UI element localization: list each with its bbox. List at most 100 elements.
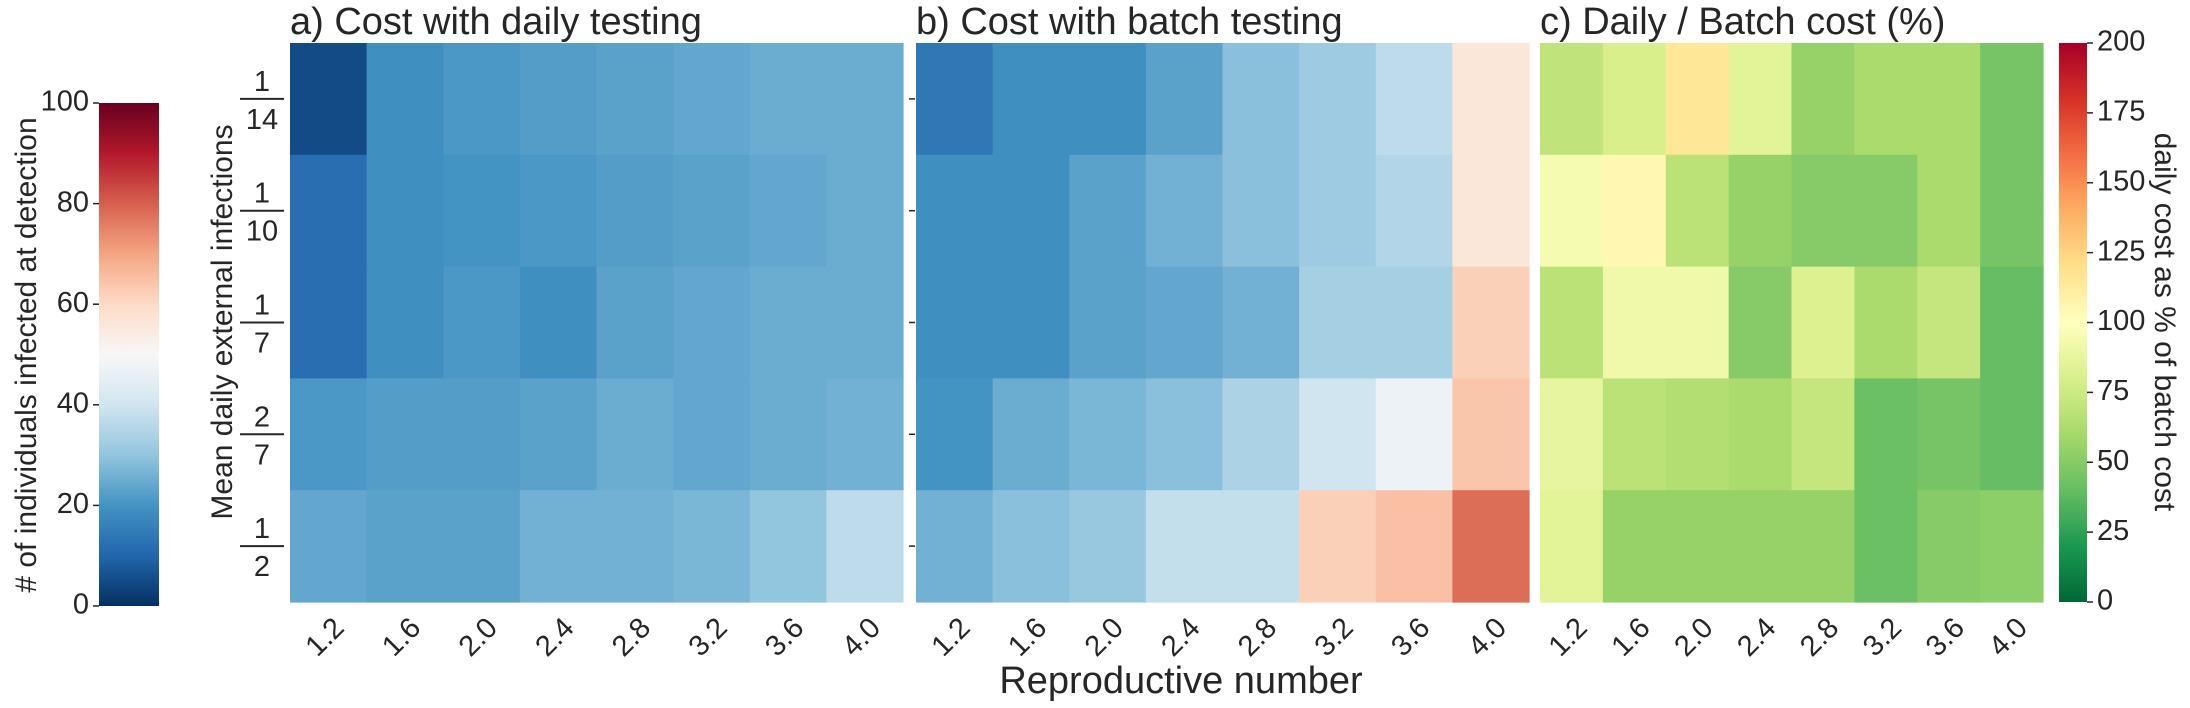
- heatmap-cell: [366, 490, 444, 603]
- heatmap-cell: [1452, 154, 1530, 268]
- heatmap-cell: [443, 154, 521, 268]
- heatmap-cell: [826, 154, 904, 268]
- heatmap-cell: [749, 266, 827, 379]
- heatmap-cell: [673, 378, 751, 491]
- x-tick-label: 2.8: [606, 612, 657, 663]
- panel-a-title: a) Cost with daily testing: [290, 1, 702, 43]
- heatmap-cell: [1665, 490, 1730, 603]
- x-tick-label: 2.4: [1731, 612, 1782, 663]
- y-tick-fraction: 12: [240, 513, 284, 583]
- heatmap-cell: [1299, 490, 1377, 603]
- heatmap-cell: [992, 490, 1070, 603]
- y-tick-denominator: 2: [254, 551, 270, 583]
- heatmap-cell: [596, 154, 674, 268]
- heatmap-cell: [290, 378, 368, 491]
- heatmap-cell: [1917, 266, 1981, 379]
- heatmap-cell: [673, 154, 751, 268]
- heatmap-cell: [1791, 154, 1855, 268]
- heatmap-cell: [1375, 154, 1453, 268]
- heatmap-cell: [366, 378, 444, 491]
- colorbar-tick-label: 80: [57, 186, 89, 218]
- x-tick-label: 1.2: [300, 612, 351, 663]
- heatmap-cell: [1145, 378, 1224, 491]
- heatmap-cell: [1540, 154, 1604, 268]
- heatmap-cell: [1540, 490, 1604, 603]
- heatmap-cell: [1728, 490, 1793, 603]
- y-axis-label: Mean daily external infections: [206, 124, 239, 519]
- x-tick-label: 2.8: [1232, 612, 1283, 663]
- heatmap-cell: [1145, 43, 1224, 156]
- right-colorbar-gradient: [2059, 43, 2087, 602]
- heatmap-cell: [1602, 490, 1667, 603]
- heatmap-cell: [1665, 154, 1730, 268]
- x-tick-label: 4.0: [1462, 612, 1513, 663]
- heatmap-cell: [1602, 43, 1667, 156]
- heatmap-cell: [916, 490, 994, 603]
- heatmap-cell: [290, 43, 368, 156]
- heatmap-cell: [1452, 266, 1530, 379]
- heatmap-cell: [1917, 490, 1981, 603]
- y-tick-numerator: 1: [254, 66, 270, 98]
- y-tick-numerator: 1: [254, 290, 270, 322]
- heatmap-cell: [1452, 378, 1530, 491]
- heatmap-cell: [1728, 266, 1793, 379]
- heatmap-cell: [290, 266, 368, 379]
- right-colorbar: 0 25 50 75 100 125 150 175 200 daily cost as % o…: [2059, 26, 2181, 617]
- heatmap-cell: [519, 378, 598, 491]
- heatmap-cell: [1602, 266, 1667, 379]
- colorbar-tick-label: 25: [2097, 515, 2129, 547]
- heatmap-cell: [443, 266, 521, 379]
- heatmap-cell: [1375, 266, 1453, 379]
- heatmap-cell: [1791, 378, 1855, 491]
- heatmap-cell: [1069, 154, 1147, 268]
- x-tick-label: 1.2: [926, 612, 977, 663]
- x-tick-label: 3.2: [683, 612, 734, 663]
- heatmap-cell: [443, 490, 521, 603]
- heatmap-cell: [673, 266, 751, 379]
- x-tick-label: 3.2: [1309, 612, 1360, 663]
- heatmap-cell: [1665, 266, 1730, 379]
- colorbar-tick-label: 175: [2097, 96, 2145, 128]
- heatmap-cell: [1069, 378, 1147, 491]
- heatmap-cell: [519, 266, 598, 379]
- heatmap-cell: [1980, 490, 2044, 603]
- left-colorbar-gradient: [99, 103, 159, 606]
- heatmap-cell: [1375, 43, 1453, 156]
- y-tick-denominator: 7: [254, 439, 270, 471]
- x-tick-label: 3.6: [759, 612, 810, 663]
- colorbar-tick-label: 200: [2097, 26, 2145, 58]
- heatmap-cell: [1980, 154, 2044, 268]
- heatmap-cell: [1452, 43, 1530, 156]
- heatmap-cell: [596, 378, 674, 491]
- right-colorbar-label: daily cost as % of batch cost: [2148, 133, 2181, 512]
- right-colorbar-ticks: 0 25 50 75 100 125 150 175 200: [2087, 26, 2145, 617]
- x-tick-label: 2.4: [529, 612, 580, 663]
- y-tick-numerator: 2: [254, 401, 270, 433]
- x-tick-label: 1.6: [1606, 612, 1657, 663]
- heatmap-cell: [992, 43, 1070, 156]
- y-tick-fraction: 114: [240, 66, 284, 136]
- colorbar-tick-label: 40: [57, 387, 89, 419]
- colorbar-tick-label: 0: [73, 589, 89, 621]
- heatmap-cell: [1917, 43, 1981, 156]
- left-colorbar: 0 20 40 60 80 100 # of individuals infected a…: [10, 86, 159, 621]
- heatmap-cell: [1791, 266, 1855, 379]
- heatmap-cell: [1540, 378, 1604, 491]
- heatmap-cell: [596, 490, 674, 603]
- heatmap-cell: [916, 266, 994, 379]
- heatmap-cell: [673, 490, 751, 603]
- panel-c-title: c) Daily / Batch cost (%): [1540, 1, 1945, 43]
- x-tick-label: 2.0: [1668, 612, 1719, 663]
- heatmap-cell: [673, 43, 751, 156]
- heatmap-cell: [992, 378, 1070, 491]
- x-tick-label: 2.0: [1079, 612, 1130, 663]
- heatmap-cell: [1980, 266, 2044, 379]
- heatmap-cell: [366, 43, 444, 156]
- heatmap-cell: [1452, 490, 1530, 603]
- heatmap-cell: [1602, 154, 1667, 268]
- heatmap-cell: [826, 266, 904, 379]
- heatmap-cell: [1728, 43, 1793, 156]
- heatmap-cell: [1069, 490, 1147, 603]
- heatmap-cell: [519, 43, 598, 156]
